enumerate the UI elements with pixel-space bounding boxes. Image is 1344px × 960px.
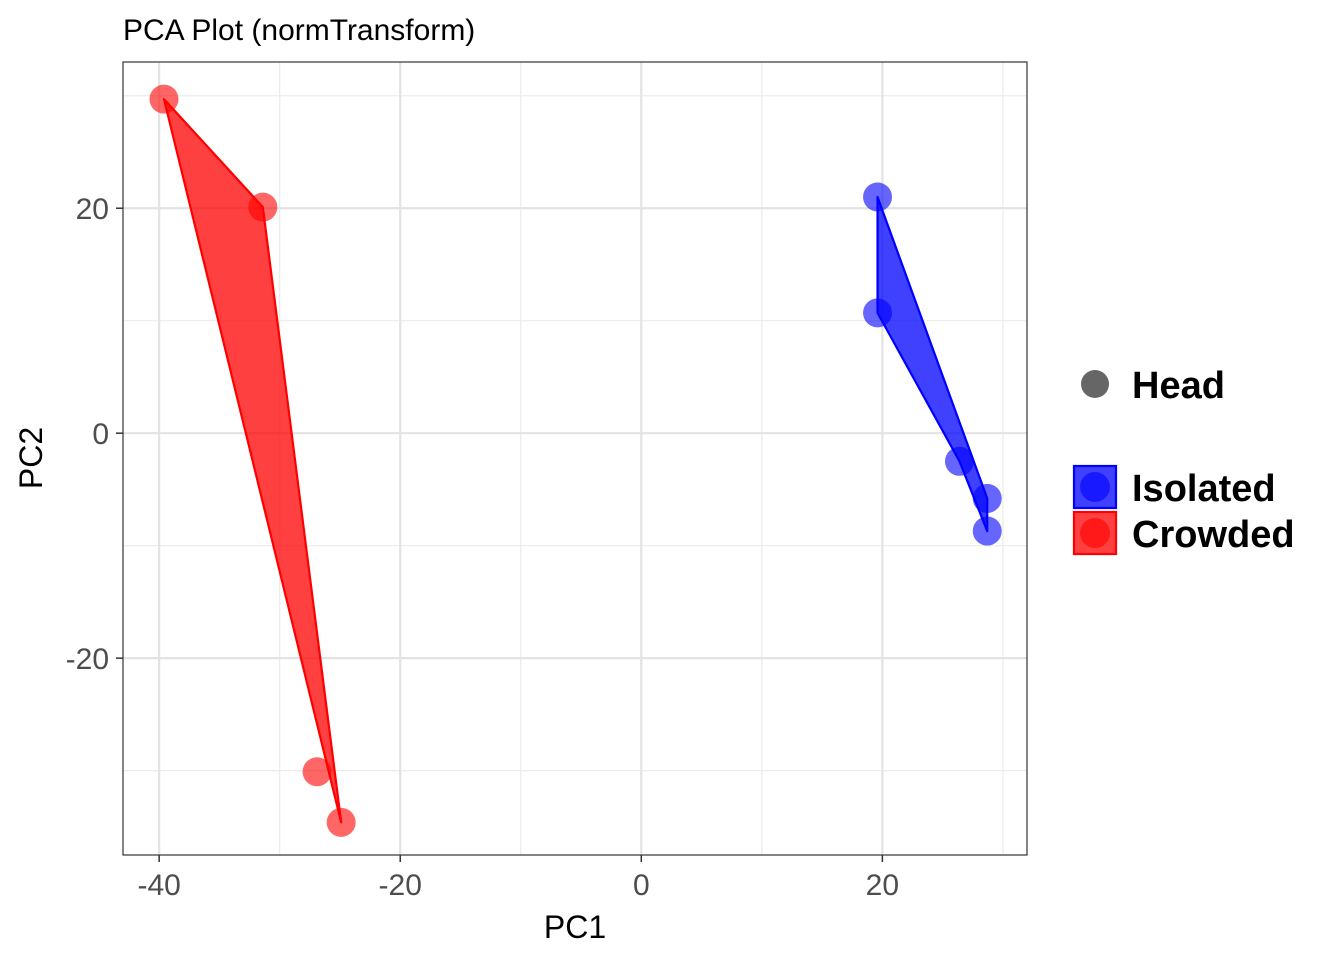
panel-border (122, 61, 1028, 856)
x-tick-label: 20 (866, 869, 899, 902)
legend-label-isolated: Isolated (1132, 468, 1276, 510)
y-tick-label: 20 (76, 193, 109, 226)
point-crowded (326, 807, 356, 837)
y-tick-label: 0 (92, 418, 109, 451)
point-crowded (149, 84, 179, 114)
legend-head-label: Head (1132, 365, 1225, 407)
point-isolated (863, 298, 893, 328)
y-axis-ticks: 20 0 -20 (66, 193, 123, 676)
x-axis-ticks: -40 -20 0 20 (137, 855, 899, 902)
chart-title: PCA Plot (normTransform) (123, 14, 475, 47)
point-isolated (863, 182, 893, 212)
point-crowded (248, 192, 278, 222)
y-tick-label: -20 (66, 643, 109, 676)
x-axis-title: PC1 (544, 909, 606, 945)
legend-key-dot-crowded (1080, 518, 1110, 548)
hull-crowded (162, 98, 343, 824)
x-tick-label: -20 (379, 869, 422, 902)
legend-key-dot-isolated (1080, 472, 1110, 502)
y-axis-title: PC2 (13, 427, 49, 489)
point-isolated (972, 516, 1002, 546)
hull-isolated (876, 195, 989, 533)
point-isolated (945, 446, 975, 476)
x-tick-label: -40 (137, 869, 180, 902)
x-tick-label: 0 (633, 869, 650, 902)
legend-label-crowded: Crowded (1132, 514, 1295, 556)
point-crowded (302, 757, 332, 787)
data-points (149, 84, 1002, 837)
legend-head-dot (1081, 370, 1109, 398)
point-isolated (972, 483, 1002, 513)
